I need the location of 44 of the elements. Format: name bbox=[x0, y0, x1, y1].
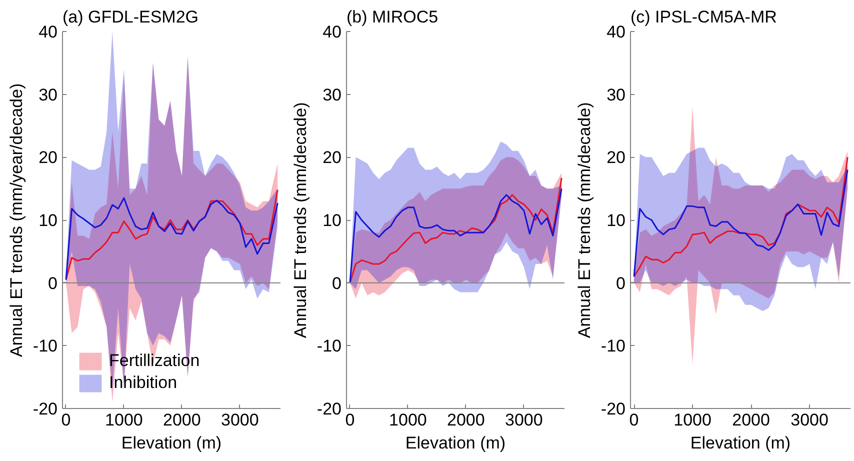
y-tick-label: 10 bbox=[606, 211, 626, 230]
x-axis-title: Elevation (m) bbox=[405, 434, 506, 452]
y-tick-label: 40 bbox=[38, 22, 58, 42]
y-tick-label: 20 bbox=[322, 148, 342, 168]
y-axis-title: Annual ET trends (mm/decade) bbox=[290, 102, 310, 338]
y-tick-label: 20 bbox=[606, 148, 626, 168]
y-tick-label: 30 bbox=[322, 85, 342, 104]
x-tick-label: 2000 bbox=[447, 410, 485, 430]
x-tick-label: 0 bbox=[345, 410, 355, 430]
x-axis-title: Elevation (m) bbox=[690, 434, 791, 452]
x-tick-label: 0 bbox=[629, 410, 639, 430]
x-tick-label: 0 bbox=[61, 410, 71, 430]
y-tick-label: 30 bbox=[606, 85, 626, 104]
x-tick-label: 3000 bbox=[221, 410, 259, 430]
y-tick-label: 0 bbox=[48, 274, 58, 293]
y-tick-label: 0 bbox=[332, 274, 342, 293]
x-tick-label: 1000 bbox=[105, 410, 143, 430]
y-tick-label: -20 bbox=[316, 400, 342, 418]
x-tick-label: 1000 bbox=[389, 410, 427, 430]
x-tick-label: 1000 bbox=[674, 410, 712, 430]
chart-title: (a) GFDL-ESM2G bbox=[62, 8, 199, 26]
y-tick-label: 30 bbox=[38, 85, 58, 104]
y-tick-label: -10 bbox=[600, 336, 626, 356]
x-axis-title: Elevation (m) bbox=[121, 434, 222, 452]
y-axis-title: Annual ET trends (mm/decade) bbox=[574, 102, 594, 338]
y-tick-label: 10 bbox=[322, 211, 342, 230]
y-tick-label: -20 bbox=[600, 400, 626, 418]
legend-label: Inhibition bbox=[109, 373, 178, 393]
y-tick-label: -20 bbox=[32, 400, 58, 418]
y-tick-label: -10 bbox=[316, 336, 342, 356]
x-tick-label: 3000 bbox=[790, 410, 828, 430]
y-tick-label: 40 bbox=[322, 22, 342, 42]
chart-title: (c) IPSL-CM5A-MR bbox=[630, 8, 777, 26]
y-tick-label: 20 bbox=[38, 148, 58, 168]
y-tick-label: -10 bbox=[32, 336, 58, 356]
x-tick-label: 2000 bbox=[163, 410, 201, 430]
y-tick-label: 0 bbox=[616, 274, 626, 293]
y-axis-title: Annual ET trends (mm/year/decade) bbox=[6, 83, 26, 358]
chart-title: (b) MIROC5 bbox=[346, 8, 438, 26]
x-tick-label: 2000 bbox=[732, 410, 770, 430]
y-tick-label: 40 bbox=[606, 22, 626, 42]
x-tick-label: 3000 bbox=[505, 410, 543, 430]
y-tick-label: 10 bbox=[38, 211, 58, 230]
legend-label: Fertillization bbox=[109, 351, 200, 371]
